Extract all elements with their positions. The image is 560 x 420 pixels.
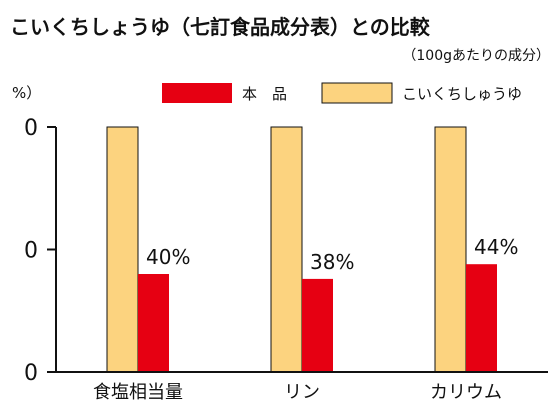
bar-product [302, 278, 333, 372]
x-category-label: カリウム [430, 382, 502, 403]
y-tick-label: 0 [24, 239, 38, 264]
chart-title: こいくちしょうゆ（七訂食品成分表）との比較 [10, 15, 431, 39]
legend-label-soy-sauce: こいくちしゅうゆ [402, 85, 522, 103]
bar-product [138, 274, 169, 372]
bar-soy-sauce [434, 126, 467, 373]
legend-label-product: 本 品 [242, 85, 287, 103]
y-axis-unit-label: %） [12, 84, 41, 102]
bar-product [466, 264, 497, 372]
x-category-label: 食塩相当量 [93, 382, 183, 403]
plot-area: 0 0 0 40% 食塩相当量 38% リン 44% カリウム [24, 116, 548, 403]
data-label-product: 38% [310, 250, 354, 274]
data-label-product: 44% [474, 235, 518, 259]
legend-swatch-product [162, 83, 232, 103]
y-tick-label: 0 [24, 361, 38, 386]
data-label-product: 40% [146, 245, 190, 269]
y-tick-label: 0 [24, 116, 38, 141]
x-category-label: リン [284, 382, 320, 403]
chart-subtitle: （100gあたりの成分） [402, 48, 550, 64]
bar-soy-sauce [270, 126, 303, 373]
legend-swatch-soy-sauce [321, 82, 393, 104]
legend: 本 品 こいくちしゅうゆ [162, 82, 522, 104]
bar-soy-sauce [106, 126, 139, 373]
